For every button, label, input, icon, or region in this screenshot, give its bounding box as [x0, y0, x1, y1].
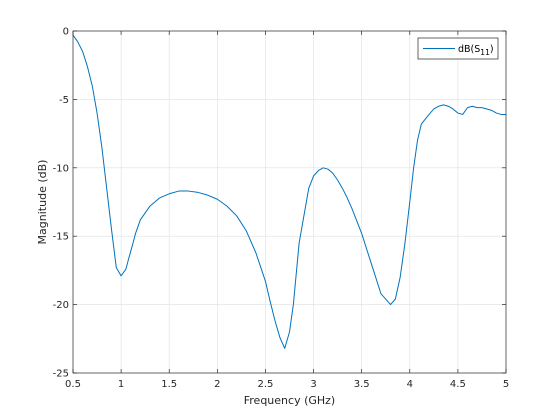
y-axis-title: Magnitude (dB) — [36, 160, 49, 245]
legend-entry-base: dB(S — [458, 44, 480, 55]
series-line-s11 — [72, 34, 506, 349]
legend: dB(S11) — [417, 37, 499, 60]
series-layer — [72, 34, 506, 349]
tick-labels: 0.5 1 1.5 2 2.5 3 3.5 4 4.5 5 0 -5 -10 -15 -20 -25 — [53, 27, 510, 391]
y-tick-label: -25 — [53, 369, 69, 380]
x-tick-label: 0.5 — [65, 379, 81, 390]
x-tick-label: 3.5 — [354, 379, 370, 390]
x-axis-title: Frequency (GHz) — [244, 394, 335, 407]
legend-entry: dB(S11) — [458, 44, 494, 57]
x-tick-label: 3 — [310, 379, 316, 390]
x-tick-label: 2.5 — [257, 379, 273, 390]
legend-box — [417, 37, 499, 60]
x-tick-label: 5 — [503, 379, 509, 390]
x-tick-label: 2 — [214, 379, 220, 390]
y-tick-label: -20 — [53, 300, 69, 311]
grid — [73, 31, 506, 373]
y-tick-label: -10 — [53, 163, 69, 174]
plot-frame — [72, 30, 507, 374]
x-tick-label: 4 — [407, 379, 413, 390]
legend-entry-suffix: ) — [490, 44, 494, 55]
x-tick-label: 4.5 — [450, 379, 466, 390]
x-tick-label: 1.5 — [161, 379, 177, 390]
x-tick-label: 1 — [118, 379, 124, 390]
y-tick-label: -15 — [53, 232, 69, 243]
y-tick-label: -5 — [59, 95, 69, 106]
y-tick-label: 0 — [63, 27, 69, 38]
legend-entry-subscript: 11 — [480, 48, 490, 57]
plot-area — [73, 31, 506, 373]
ticks — [72, 30, 507, 374]
